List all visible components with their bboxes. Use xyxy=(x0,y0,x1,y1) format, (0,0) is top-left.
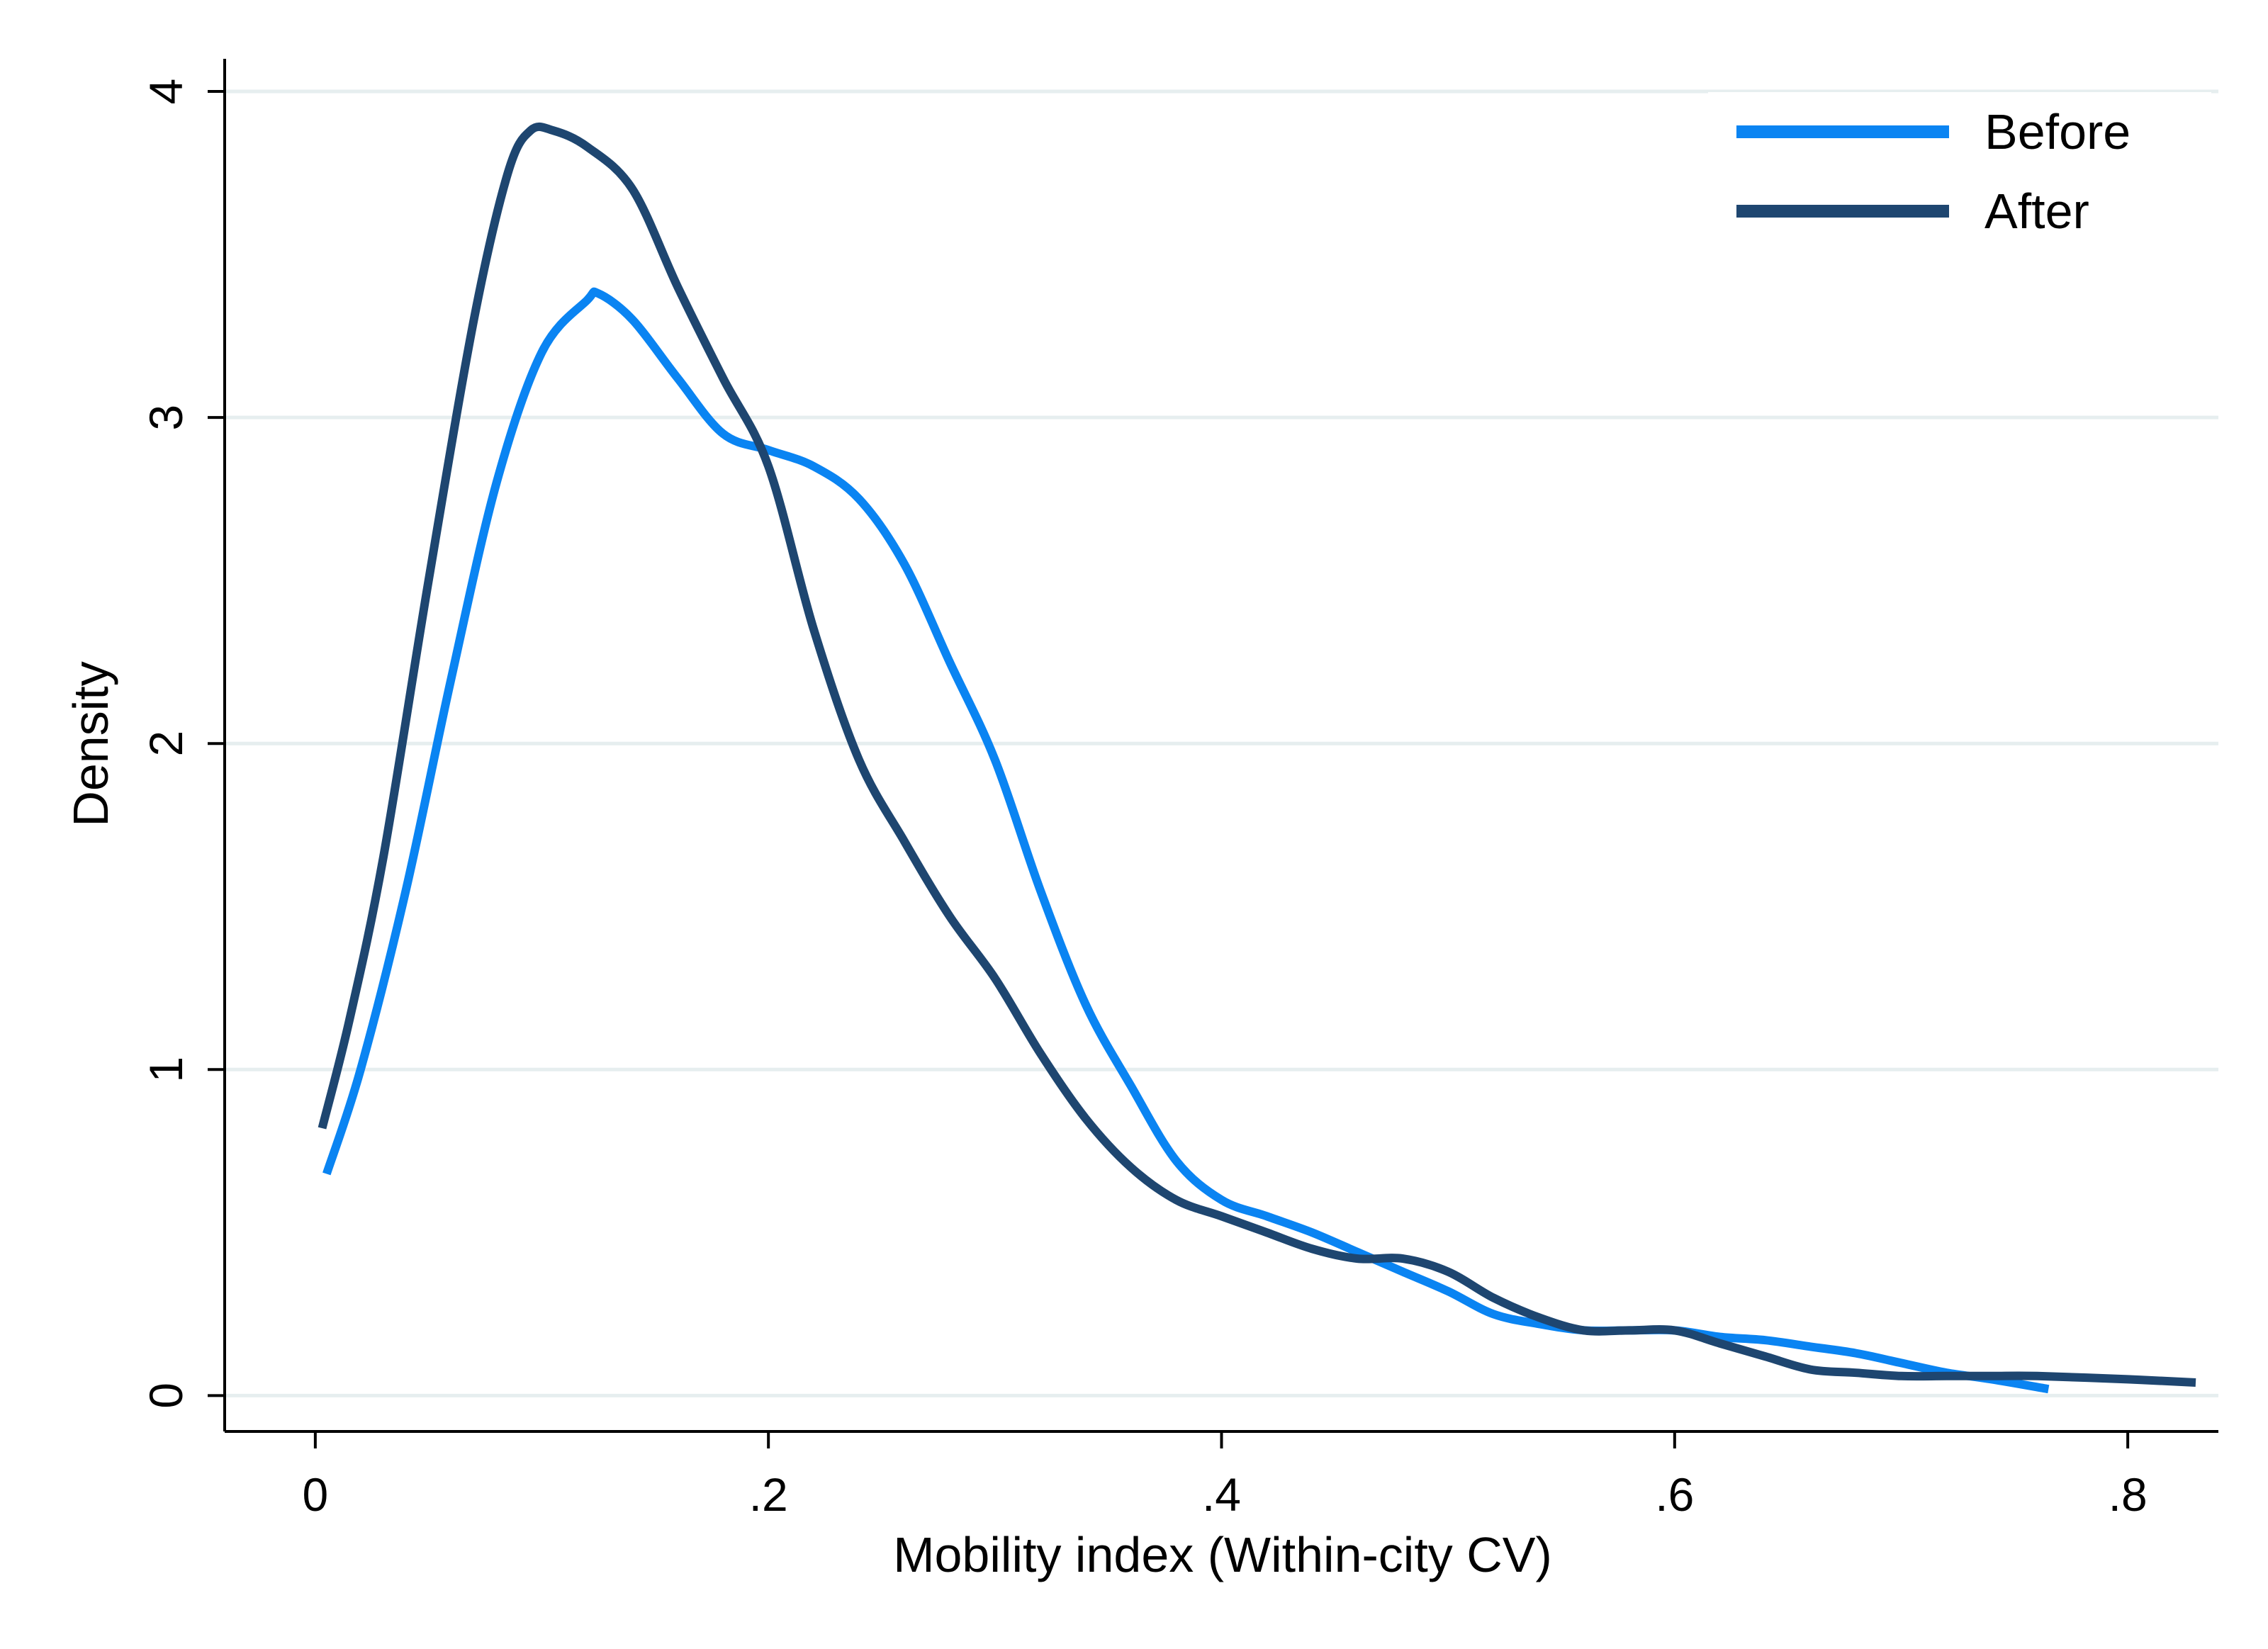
y-tick-label: 3 xyxy=(140,405,192,431)
x-axis-title: Mobility index (Within-city CV) xyxy=(893,1527,1552,1582)
legend-box xyxy=(1708,92,2211,262)
axis-ticks: 0 1 2 3 4 0 .2 .4 .6 .8 xyxy=(140,79,2148,1521)
y-tick-label: 2 xyxy=(140,731,192,757)
gridlines xyxy=(225,89,2218,1397)
y-axis-title: Density xyxy=(63,661,118,826)
y-tick-label: 1 xyxy=(140,1057,192,1083)
x-tick-label: .6 xyxy=(1655,1468,1694,1521)
legend-label-before: Before xyxy=(1984,104,2131,159)
x-tick-label: .2 xyxy=(749,1468,788,1521)
legend-label-after: After xyxy=(1984,184,2089,239)
x-tick-label: .8 xyxy=(2109,1468,2148,1521)
y-tick-label: 4 xyxy=(140,79,192,105)
legend: Before After xyxy=(1708,92,2211,262)
series-lines xyxy=(318,122,2196,1394)
series-line-after xyxy=(318,122,2196,1387)
x-tick-label: .4 xyxy=(1202,1468,1241,1521)
y-tick-label: 0 xyxy=(140,1383,192,1409)
x-tick-label: 0 xyxy=(303,1468,329,1521)
